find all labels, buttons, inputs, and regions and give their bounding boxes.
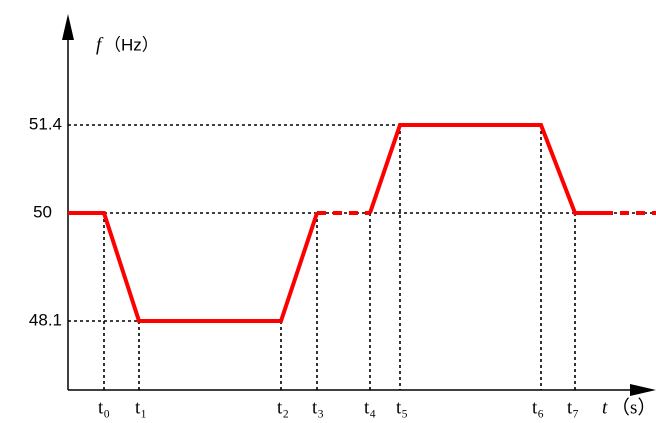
x-unit: （s） (611, 396, 656, 418)
time-label: t₆ (532, 397, 544, 418)
y-arrow (62, 14, 74, 40)
frequency-trace (68, 211, 319, 323)
frequency-trace (368, 123, 604, 215)
level-label: 48.1 (29, 310, 62, 329)
time-label: t₃ (312, 397, 324, 418)
x-arrow (630, 384, 656, 396)
time-label: t₇ (567, 397, 579, 418)
guides (68, 124, 656, 390)
level-label: 51.4 (29, 114, 62, 133)
x-symbol: t (602, 397, 608, 418)
y-symbol: f (96, 34, 104, 55)
y-unit: （Hz） (104, 35, 159, 54)
time-label: t₅ (396, 397, 408, 418)
time-label: t₄ (364, 397, 376, 418)
time-label: t₀ (98, 397, 110, 418)
time-label: t₂ (277, 397, 289, 418)
level-label: 50 (33, 202, 52, 221)
time-label: t₁ (135, 397, 147, 418)
